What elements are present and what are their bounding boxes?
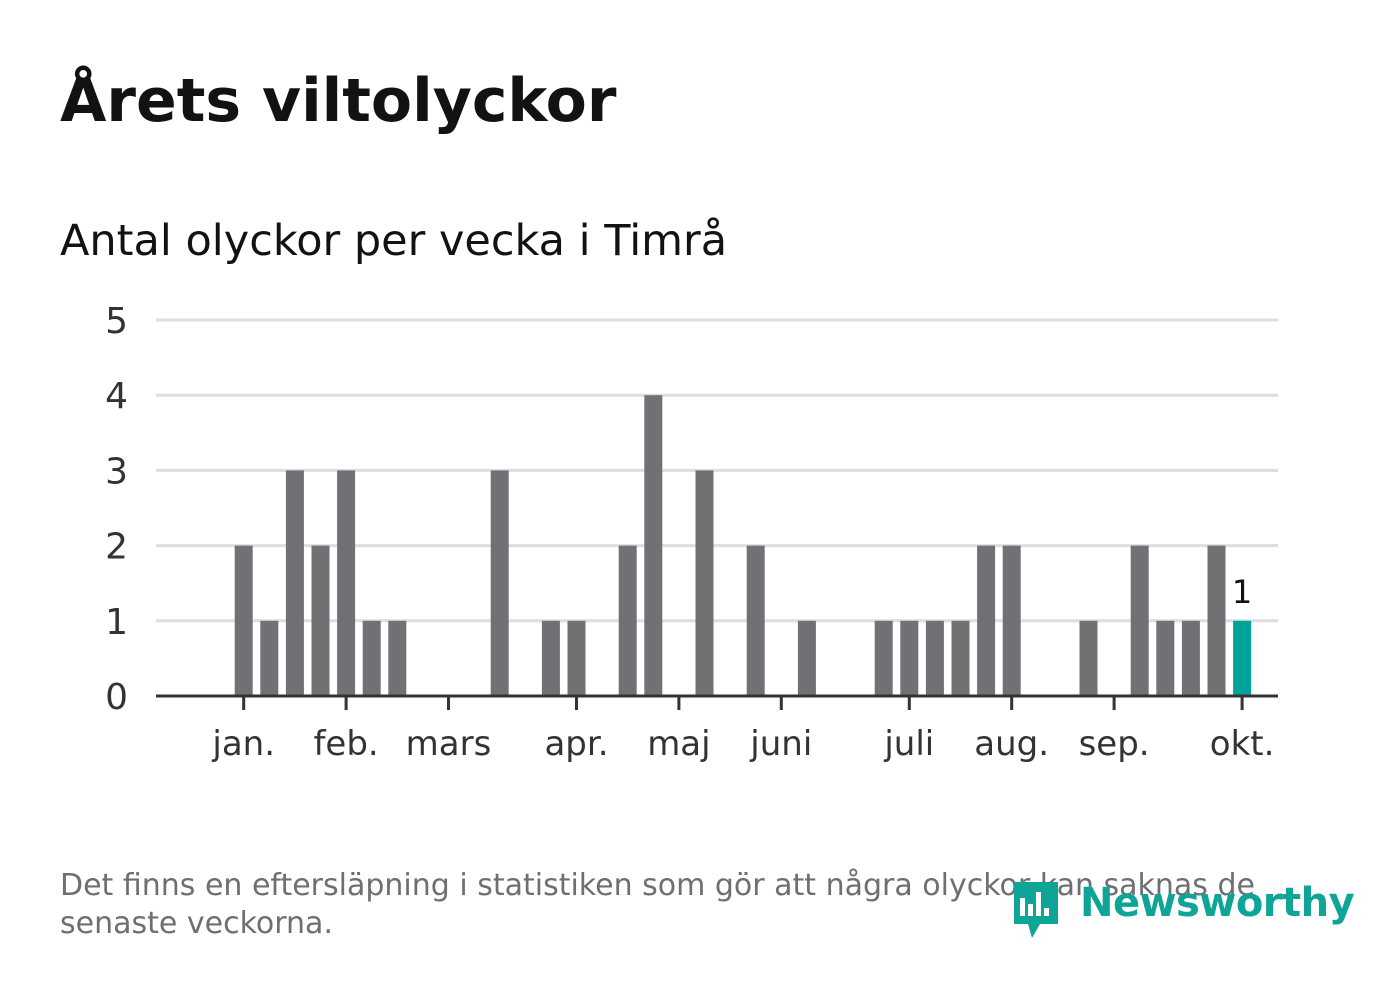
bar bbox=[285, 470, 304, 696]
bar bbox=[1156, 620, 1175, 696]
y-tick-label: 2 bbox=[105, 527, 128, 568]
bar bbox=[618, 545, 637, 696]
newsworthy-logo[interactable]: Newsworthy bbox=[1010, 876, 1355, 946]
x-tick-label: juli bbox=[883, 724, 934, 764]
bar bbox=[1130, 545, 1149, 696]
y-tick-label: 4 bbox=[105, 376, 128, 417]
bar-chart: 0 1 2 3 4 5 1 jan. feb. mars apr. maj juni juli aug. se… bbox=[105, 301, 1278, 764]
x-tick-label: sep. bbox=[1079, 724, 1150, 764]
x-tick-label: aug. bbox=[974, 724, 1049, 764]
x-tick-label: juni bbox=[749, 724, 812, 764]
bar bbox=[1181, 620, 1200, 696]
bar bbox=[234, 545, 253, 696]
x-tick-label: apr. bbox=[544, 724, 608, 764]
brand-name: Newsworthy bbox=[1080, 880, 1355, 926]
bar-highlight bbox=[1233, 620, 1252, 696]
y-tick-label: 1 bbox=[105, 602, 128, 643]
bar bbox=[362, 620, 381, 696]
data-label: 1 bbox=[1232, 573, 1252, 611]
bar bbox=[541, 620, 560, 696]
bar bbox=[977, 545, 996, 696]
bar bbox=[746, 545, 765, 696]
y-tick-label: 5 bbox=[105, 301, 128, 342]
bar bbox=[797, 620, 816, 696]
chart-title: Årets viltolyckor bbox=[60, 66, 617, 136]
bar bbox=[951, 620, 970, 696]
chart-subtitle: Antal olyckor per vecka i Timrå bbox=[60, 216, 728, 266]
bar bbox=[695, 470, 714, 696]
bar-chart-speech-icon bbox=[1014, 882, 1058, 938]
bar bbox=[260, 620, 279, 696]
bar bbox=[388, 620, 407, 696]
x-tick-label: jan. bbox=[211, 724, 275, 764]
bar bbox=[900, 620, 919, 696]
bar bbox=[874, 620, 893, 696]
y-tick-label: 0 bbox=[105, 677, 128, 718]
x-tick-label: okt. bbox=[1210, 724, 1275, 764]
bar bbox=[311, 545, 330, 696]
x-tick-label: feb. bbox=[313, 724, 378, 764]
x-tick-label: mars bbox=[406, 724, 492, 764]
bar bbox=[567, 620, 586, 696]
bar bbox=[490, 470, 509, 696]
bar bbox=[1002, 545, 1021, 696]
bar bbox=[925, 620, 944, 696]
x-tick-label: maj bbox=[647, 724, 710, 764]
bar bbox=[1207, 545, 1226, 696]
y-tick-label: 3 bbox=[105, 451, 128, 492]
bar bbox=[337, 470, 356, 696]
bar bbox=[1079, 620, 1098, 696]
bar bbox=[644, 395, 663, 696]
